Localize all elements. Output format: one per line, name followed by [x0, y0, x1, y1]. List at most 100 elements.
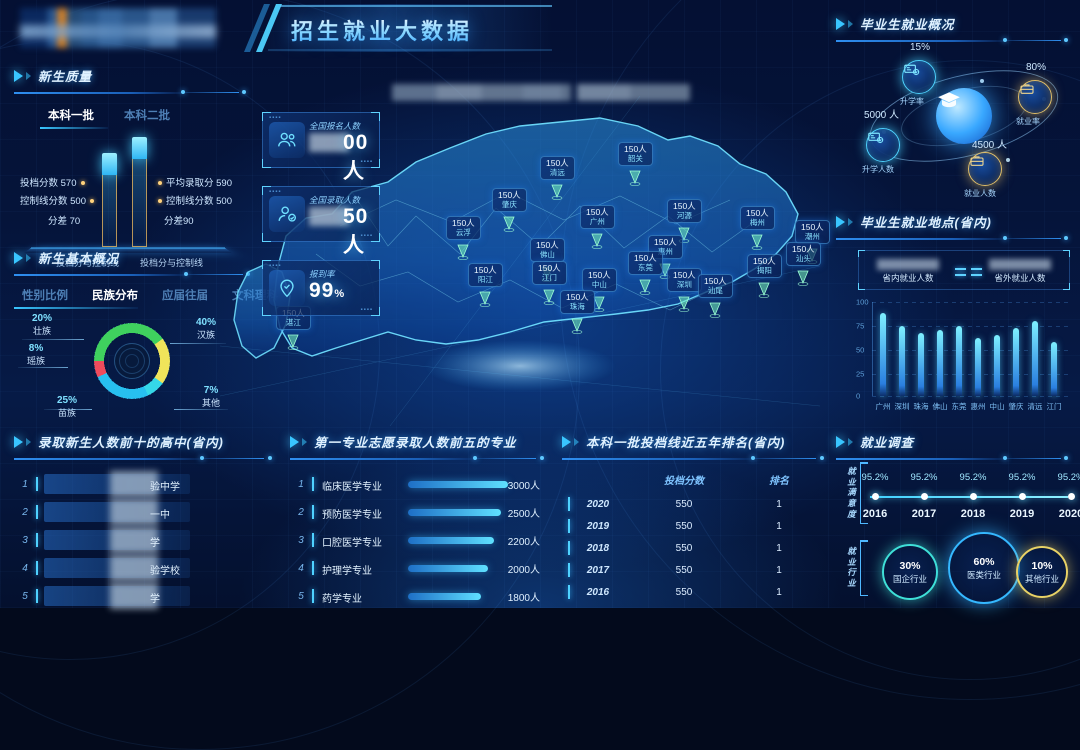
map-marker-揭阳[interactable]: 150人 揭阳: [747, 254, 782, 299]
map-marker-阳江[interactable]: 150人 阳江: [468, 263, 503, 308]
tab-gender-ratio[interactable]: 性别比例: [22, 290, 68, 302]
node-employment-count[interactable]: [968, 152, 1002, 186]
y-tick-0: 0: [856, 391, 861, 401]
bar-惠州[interactable]: [975, 337, 981, 396]
map-marker-广州[interactable]: 150人 广州: [580, 205, 615, 250]
bar-肇庆[interactable]: [1013, 328, 1019, 396]
map-marker-东莞[interactable]: 150人 东莞: [628, 251, 663, 296]
marker-chip[interactable]: 150人 珠海: [560, 290, 595, 315]
bar-东莞[interactable]: [956, 325, 962, 396]
kpi-card-enrollment-rate[interactable]: 报到率 99% ▪▪▪▪ ▪▪▪▪: [262, 260, 380, 316]
marker-value: 150人: [654, 237, 677, 247]
marker-value: 150人: [746, 208, 769, 218]
map-marker-深圳[interactable]: 150人 深圳: [667, 268, 702, 313]
marker-chip[interactable]: 150人 阳江: [468, 263, 503, 288]
school-name: 一中: [150, 510, 170, 521]
list-item[interactable]: 3 口腔医学专业 2200人: [290, 526, 544, 554]
list-item[interactable]: 5 药学专业 1800人: [290, 582, 544, 610]
table-row[interactable]: 2017 550 1: [562, 559, 824, 581]
bar-清远[interactable]: [1032, 320, 1038, 396]
map-marker-佛山[interactable]: 150人 佛山: [530, 238, 565, 283]
map-marker-汕头[interactable]: 150人 汕头: [786, 242, 821, 287]
map-marker-江门[interactable]: 150人 江门: [532, 261, 567, 306]
node-advancement-count[interactable]: [866, 128, 900, 162]
list-item[interactable]: 1 验中学: [14, 470, 272, 498]
tab-ethnicity[interactable]: 民族分布: [92, 290, 138, 302]
rank-index: 1: [298, 478, 304, 490]
marker-chip[interactable]: 150人 汕头: [786, 242, 821, 267]
school-name: 验学校: [150, 566, 180, 577]
tab-benke-erpi[interactable]: 本科二批: [124, 110, 170, 122]
table-row[interactable]: 2019 550 1: [562, 515, 824, 537]
marker-value: 150人: [566, 292, 589, 302]
bubble-state-enterprise[interactable]: 30% 国企行业: [882, 544, 938, 600]
bar-深圳[interactable]: [899, 325, 905, 396]
bar-中山[interactable]: [994, 334, 1000, 396]
marker-chip[interactable]: 150人 江门: [532, 261, 567, 286]
table-row[interactable]: 2020 550 1: [562, 493, 824, 515]
bar-江门[interactable]: [1051, 342, 1057, 396]
donut[interactable]: [78, 307, 186, 415]
line-point-2020[interactable]: [1068, 493, 1075, 500]
map-marker-中山[interactable]: 150人 中山: [582, 268, 617, 313]
legend-item-in-province[interactable]: 省内就业人数: [865, 259, 951, 284]
bubble-medical-industry[interactable]: 60% 医类行业: [948, 532, 1020, 604]
marker-chip[interactable]: 150人 潮州: [795, 220, 830, 245]
list-item[interactable]: 5 学: [14, 582, 272, 610]
marker-chip[interactable]: 150人 佛山: [530, 238, 565, 263]
node-employment-rate[interactable]: [1018, 80, 1052, 114]
line-point-2016[interactable]: [872, 493, 879, 500]
quality-tabs[interactable]: 本科一批 本科二批: [40, 104, 246, 129]
map-marker-梅州[interactable]: 150人 梅州: [740, 206, 775, 251]
kpi-card-national-admitted[interactable]: 全国录取人数 50人 ▪▪▪▪ ▪▪▪▪: [262, 186, 380, 257]
marker-chip[interactable]: 150人 梅州: [740, 206, 775, 231]
map-marker-珠海[interactable]: 150人 珠海: [560, 290, 595, 335]
marker-chip[interactable]: 150人 东莞: [628, 251, 663, 276]
marker-chip[interactable]: 150人 河源: [667, 199, 702, 224]
map-marker-汕尾[interactable]: 150人 汕尾: [698, 274, 733, 319]
bubble-name: 医类行业: [966, 569, 1001, 580]
panel-divider: [14, 272, 250, 280]
table-row[interactable]: 2016 550 1: [562, 581, 824, 603]
bar-珠海[interactable]: [918, 333, 924, 396]
marker-chip[interactable]: 150人 中山: [582, 268, 617, 293]
list-item[interactable]: 4 验学校: [14, 554, 272, 582]
basics-tabs[interactable]: 性别比例 民族分布 应届往届 文科理科: [14, 284, 278, 309]
list-item[interactable]: 2 预防医学专业 2500人: [290, 498, 544, 526]
list-item[interactable]: 4 护理学专业 2000人: [290, 554, 544, 582]
marker-chip[interactable]: 150人 广州: [580, 205, 615, 230]
line-point-2018[interactable]: [970, 493, 977, 500]
map-marker-肇庆[interactable]: 150人 肇庆: [492, 188, 527, 233]
map-marker-清远[interactable]: 150人 清远: [540, 156, 575, 201]
list-item[interactable]: 3 学: [14, 526, 272, 554]
list-item[interactable]: 2 一中: [14, 498, 272, 526]
map-marker-潮州[interactable]: 150人 潮州: [795, 220, 830, 265]
table-row[interactable]: 2018 550 1: [562, 537, 824, 559]
marker-chip[interactable]: 150人 肇庆: [492, 188, 527, 213]
kpi-card-national-applicants[interactable]: 全国报名人数 00人 ▪▪▪▪ ▪▪▪▪: [262, 112, 380, 183]
bubble-other-industry[interactable]: 10% 其他行业: [1016, 546, 1068, 598]
quality-bar-1[interactable]: [102, 153, 117, 247]
map-marker-河源[interactable]: 150人 河源: [667, 199, 702, 244]
marker-chip[interactable]: 150人 揭阳: [747, 254, 782, 279]
marker-chip[interactable]: 150人 清远: [540, 156, 575, 181]
line-point-2017[interactable]: [921, 493, 928, 500]
legend-item-out-province[interactable]: 省外就业人数: [977, 259, 1063, 284]
marker-chip[interactable]: 150人 云浮: [446, 216, 481, 241]
bar-佛山[interactable]: [937, 330, 943, 396]
marker-chip[interactable]: 150人 深圳: [667, 268, 702, 293]
guangdong-map[interactable]: 150人 韶关 150人 清远 150人 肇庆 150人 河源 150人 云浮 150人 广州 150人…: [220, 96, 830, 426]
marker-city: 潮州: [804, 232, 820, 242]
quality-bar-2[interactable]: [132, 137, 147, 247]
line-point-2019[interactable]: [1019, 493, 1026, 500]
bar-广州[interactable]: [880, 313, 886, 396]
tab-benke-yipi[interactable]: 本科一批: [48, 110, 94, 122]
list-item[interactable]: 1 临床医学专业 3000人: [290, 470, 544, 498]
map-marker-韶关[interactable]: 150人 韶关: [618, 142, 653, 187]
marker-chip[interactable]: 150人 汕尾: [698, 274, 733, 299]
map-marker-云浮[interactable]: 150人 云浮: [446, 216, 481, 261]
marker-chip[interactable]: 150人 韶关: [618, 142, 653, 167]
panel-title: 本科一批投档线近五年排名(省内): [586, 436, 786, 450]
tab-fresh-repeat[interactable]: 应届往届: [162, 290, 208, 302]
node-advancement-rate[interactable]: [902, 60, 936, 94]
